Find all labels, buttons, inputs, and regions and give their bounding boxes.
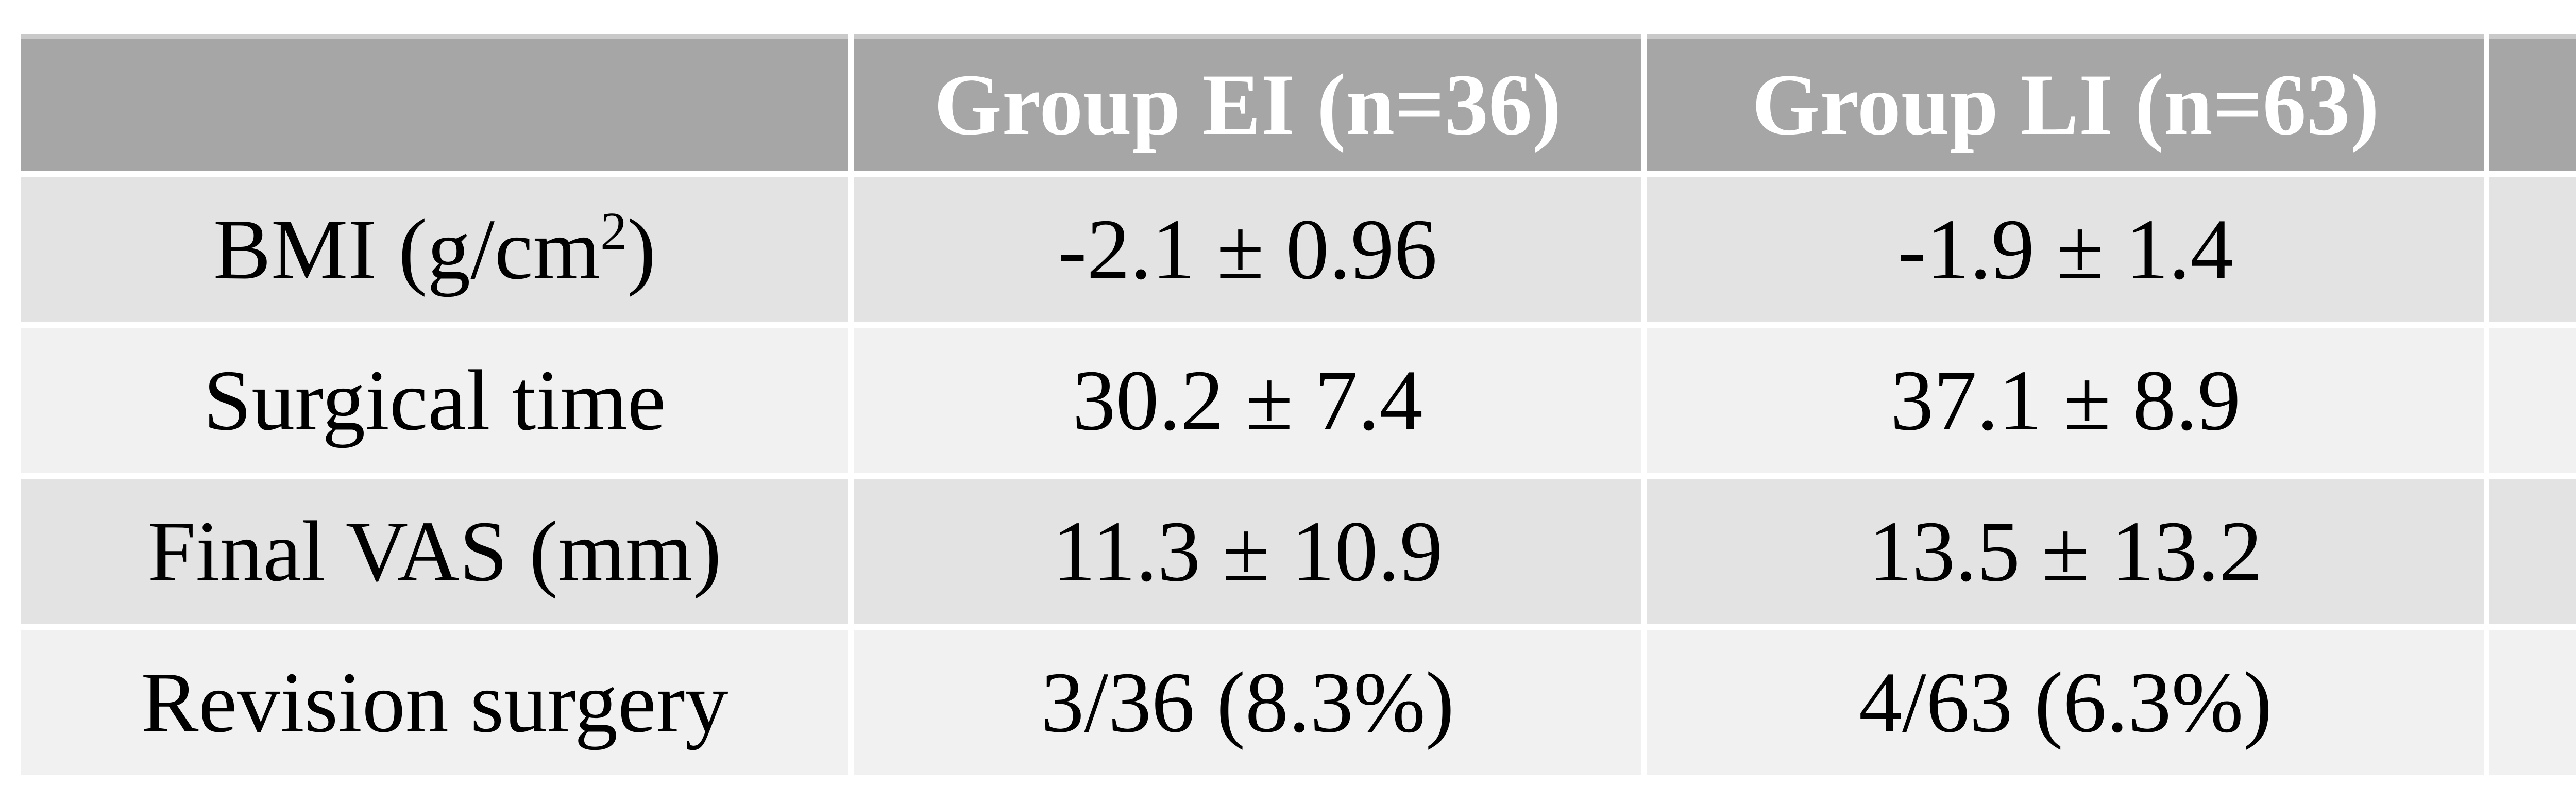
table-row-final-vas: Final VAS (mm) 11.3 ± 10.9 13.5 ± 13.2 0… — [21, 479, 2576, 624]
header-cell-group-ei: Group EI (n=36) — [854, 34, 1642, 171]
value-final-vas-group-ei: 11.3 ± 10.9 — [854, 479, 1642, 624]
table-row-bmi: BMI (g/cm2) -2.1 ± 0.96 -1.9 ± 1.4 0.911 — [21, 177, 2576, 322]
value-surgical-time-group-li: 37.1 ± 8.9 — [1647, 328, 2484, 473]
header-cell-group-li: Group LI (n=63) — [1647, 34, 2484, 171]
squared-superscript: 2 — [600, 201, 628, 261]
row-label-final-vas: Final VAS (mm) — [21, 479, 849, 624]
table-row-surgical-time: Surgical time 30.2 ± 7.4 37.1 ± 8.9 0.00… — [21, 328, 2576, 473]
value-bmi-p: 0.911 — [2489, 177, 2576, 322]
value-final-vas-p: 0.722 — [2489, 479, 2576, 624]
results-table-container: Group EI (n=36) Group LI (n=63) P value … — [15, 27, 2576, 781]
value-surgical-time-p: 0.0004** — [2489, 328, 2576, 473]
value-revision-surgery-group-ei: 3/36 (8.3%) — [854, 630, 1642, 775]
value-final-vas-group-li: 13.5 ± 13.2 — [1647, 479, 2484, 624]
table-row-revision-surgery: Revision surgery 3/36 (8.3%) 4/63 (6.3%)… — [21, 630, 2576, 775]
value-bmi-group-li: -1.9 ± 1.4 — [1647, 177, 2484, 322]
header-row: Group EI (n=36) Group LI (n=63) P value — [21, 34, 2576, 171]
value-surgical-time-group-ei: 30.2 ± 7.4 — [854, 328, 1642, 473]
row-label-revision-surgery: Revision surgery — [21, 630, 849, 775]
value-revision-surgery-group-li: 4/63 (6.3%) — [1647, 630, 2484, 775]
header-cell-p-value: P value — [2489, 34, 2576, 171]
row-label-bmi: BMI (g/cm2) — [21, 177, 849, 322]
value-bmi-group-ei: -2.1 ± 0.96 — [854, 177, 1642, 322]
results-table: Group EI (n=36) Group LI (n=63) P value … — [15, 27, 2576, 781]
row-label-surgical-time: Surgical time — [21, 328, 849, 473]
header-cell-empty — [21, 34, 849, 171]
value-revision-surgery-p: 0.711 — [2489, 630, 2576, 775]
